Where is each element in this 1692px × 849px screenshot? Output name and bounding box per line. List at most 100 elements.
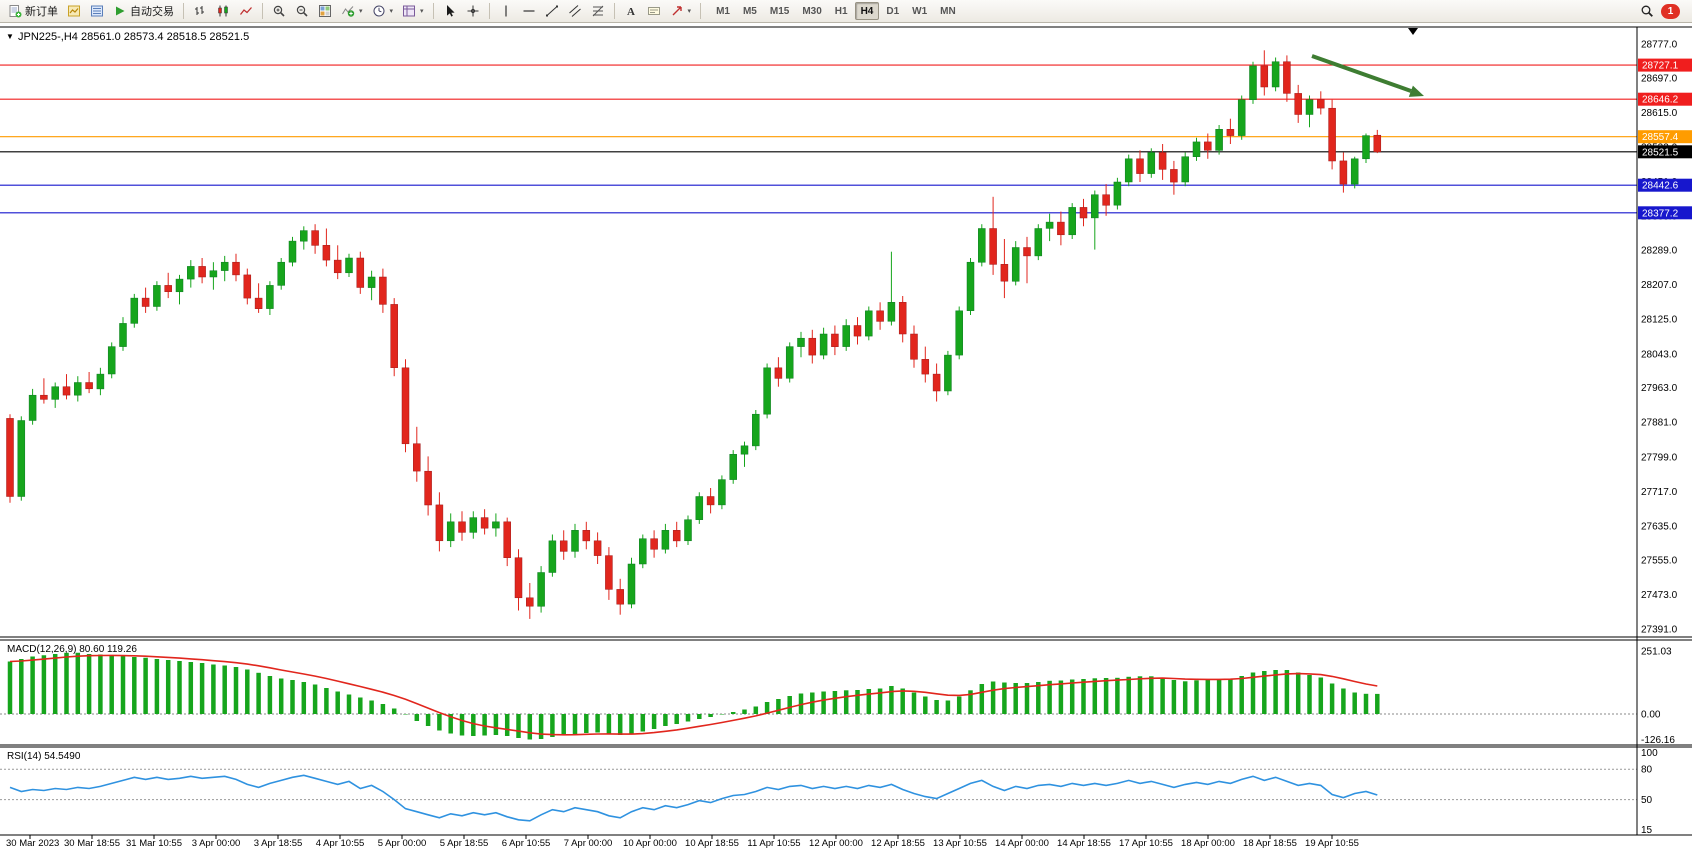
timeframe-button-H4[interactable]: H4 bbox=[854, 2, 880, 20]
candle-body bbox=[932, 373, 941, 392]
channel-icon bbox=[568, 5, 581, 17]
time-label: 30 Mar 2023 bbox=[6, 838, 59, 848]
channel-button[interactable] bbox=[564, 1, 586, 21]
time-label: 17 Apr 10:55 bbox=[1119, 838, 1173, 848]
market-watch-button[interactable] bbox=[86, 1, 108, 21]
chart-canvas[interactable]: 28777.028697.028615.028533.028451.028369… bbox=[0, 23, 1692, 848]
tile-windows-button[interactable] bbox=[314, 1, 336, 21]
candlestick-chart-icon bbox=[218, 5, 228, 17]
toolbar: 新订单 自动交易 bbox=[0, 0, 1692, 23]
timeframe-button-M15[interactable]: M15 bbox=[764, 2, 795, 20]
candle-body bbox=[910, 333, 918, 360]
price-badge-label: 28727.1 bbox=[1642, 61, 1679, 72]
text-label-button[interactable] bbox=[643, 1, 665, 21]
candle-body bbox=[898, 302, 907, 335]
crosshair-button[interactable] bbox=[462, 1, 484, 21]
timeframe-button-MN[interactable]: MN bbox=[934, 2, 962, 20]
price-badge-28727.1 bbox=[1638, 58, 1692, 72]
price-tick-label: 27555.0 bbox=[1641, 555, 1678, 566]
trendline-button[interactable] bbox=[541, 1, 563, 21]
price-tick-label: 28289.0 bbox=[1641, 246, 1678, 257]
charts-profile-button[interactable] bbox=[63, 1, 85, 21]
candle-body bbox=[435, 504, 444, 542]
indicators-button[interactable]: ▾ bbox=[337, 1, 367, 21]
timeframe-button-M1[interactable]: M1 bbox=[710, 2, 736, 20]
new-order-button[interactable]: 新订单 bbox=[4, 1, 62, 21]
timeframe-button-D1[interactable]: D1 bbox=[880, 2, 905, 20]
zoom-in-button[interactable] bbox=[268, 1, 290, 21]
candle-body bbox=[379, 276, 387, 305]
candle-body bbox=[311, 230, 319, 246]
candle-body bbox=[944, 354, 952, 392]
rsi-scale-label: 100 bbox=[1641, 748, 1658, 759]
chart-line-button[interactable] bbox=[235, 1, 257, 21]
candle-body bbox=[209, 270, 218, 278]
price-tick-label: 27473.0 bbox=[1641, 590, 1678, 601]
price-tick-label: 28615.0 bbox=[1641, 108, 1678, 119]
time-label: 14 Apr 18:55 bbox=[1057, 838, 1111, 848]
templates-button[interactable]: ▾ bbox=[398, 1, 428, 21]
toolbar-separator bbox=[432, 3, 434, 19]
chart-title: JPN225-,H4 28561.0 28573.4 28518.5 28521… bbox=[18, 31, 249, 43]
timeframe-button-M5[interactable]: M5 bbox=[737, 2, 763, 20]
candle-body bbox=[1362, 135, 1370, 160]
autotrading-button[interactable]: 自动交易 bbox=[109, 1, 178, 21]
candle-body bbox=[480, 517, 489, 529]
candle-body bbox=[1226, 129, 1235, 136]
candle-body bbox=[1034, 228, 1043, 257]
zoom-out-button[interactable] bbox=[291, 1, 313, 21]
horizontal-line-icon bbox=[523, 10, 535, 12]
candle-body bbox=[107, 346, 116, 375]
cursor-button[interactable] bbox=[439, 1, 461, 21]
time-label: 7 Apr 00:00 bbox=[564, 838, 613, 848]
time-label: 10 Apr 18:55 bbox=[685, 838, 739, 848]
fibonacci-button[interactable] bbox=[587, 1, 609, 21]
price-tick-label: 27881.0 bbox=[1641, 418, 1678, 429]
candle-body bbox=[763, 367, 771, 415]
macd-signal-line bbox=[9, 654, 1378, 736]
chart-candles-button[interactable] bbox=[212, 1, 234, 21]
candle-body bbox=[1283, 61, 1291, 94]
notification-badge[interactable]: 1 bbox=[1661, 3, 1680, 19]
candle-body bbox=[1305, 99, 1314, 115]
search-button[interactable] bbox=[1636, 1, 1658, 21]
candle-body bbox=[1181, 156, 1189, 183]
candle-body bbox=[684, 519, 692, 542]
time-label: 30 Mar 18:55 bbox=[64, 838, 120, 848]
price-tick-label: 28777.0 bbox=[1641, 40, 1678, 51]
candle-body bbox=[424, 470, 432, 506]
horizontal-line-button[interactable] bbox=[518, 1, 540, 21]
periods-button[interactable]: ▾ bbox=[368, 1, 398, 21]
rsi-scale-label: 50 bbox=[1641, 795, 1653, 806]
arrows-button[interactable]: ▾ bbox=[666, 1, 696, 21]
chart-bars-button[interactable] bbox=[189, 1, 211, 21]
text-button[interactable]: A bbox=[620, 1, 642, 21]
candle-body bbox=[277, 261, 285, 286]
price-badge-label: 28646.2 bbox=[1642, 95, 1679, 106]
candle-body bbox=[695, 496, 704, 520]
candle-body bbox=[729, 454, 737, 480]
candle-body bbox=[446, 521, 455, 542]
tile-windows-icon bbox=[319, 5, 331, 17]
price-tick-label: 28697.0 bbox=[1641, 73, 1678, 84]
time-label: 5 Apr 00:00 bbox=[378, 838, 427, 848]
candle-body bbox=[1373, 134, 1382, 153]
candle-body bbox=[1215, 129, 1223, 151]
price-badge-label: 28442.6 bbox=[1642, 181, 1679, 192]
search-icon bbox=[1641, 5, 1653, 17]
price-badge-28442.6 bbox=[1638, 178, 1692, 192]
candle-body bbox=[322, 245, 331, 261]
candle-body bbox=[865, 310, 873, 337]
candle-body bbox=[1147, 152, 1156, 174]
candle-body bbox=[1124, 158, 1133, 183]
candle-body bbox=[785, 346, 794, 379]
timeframe-button-W1[interactable]: W1 bbox=[906, 2, 933, 20]
chart-profile-icon bbox=[68, 5, 80, 17]
vertical-line-button[interactable] bbox=[495, 1, 517, 21]
timeframe-button-M30[interactable]: M30 bbox=[796, 2, 827, 20]
rsi-line bbox=[9, 774, 1378, 822]
timeframe-button-H1[interactable]: H1 bbox=[829, 2, 854, 20]
annotation-arrow-head bbox=[1408, 85, 1424, 97]
candle-body bbox=[413, 443, 421, 472]
time-label: 12 Apr 00:00 bbox=[809, 838, 863, 848]
